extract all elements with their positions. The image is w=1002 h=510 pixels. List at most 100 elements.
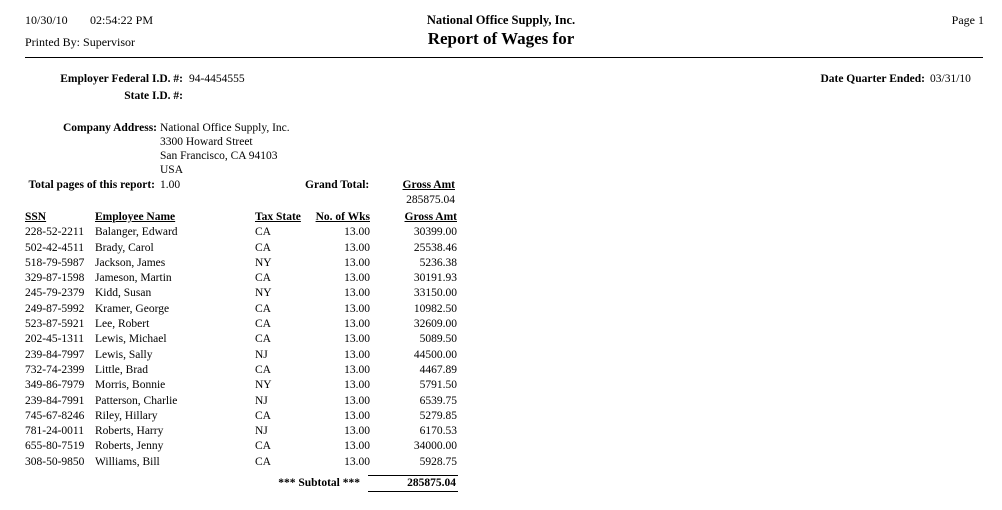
table-cell: CA — [255, 455, 271, 468]
table-cell: Balanger, Edward — [95, 226, 178, 239]
table-row: 781-24-0011 Roberts, Harry NJ 13.00 6170.53 — [25, 424, 457, 439]
table-cell: 13.00 — [344, 455, 370, 468]
table-cell: 13.00 — [344, 409, 370, 422]
date-quarter-ended-label: Date Quarter Ended: — [820, 73, 925, 85]
table-cell: 13.00 — [344, 287, 370, 300]
table-cell: 655-80-7519 — [25, 440, 85, 453]
table-cell: 518-79-5987 — [25, 256, 85, 269]
table-cell: CA — [255, 440, 271, 453]
table-cell: 13.00 — [344, 302, 370, 315]
table-cell: 13.00 — [344, 256, 370, 269]
table-row: 523-87-5921 Lee, Robert CA 13.00 32609.00 — [25, 317, 457, 332]
state-id-label: State I.D. #: — [124, 90, 183, 102]
table-cell: 13.00 — [344, 363, 370, 376]
table-row: 239-84-7997 Lewis, Sally NJ 13.00 44500.00 — [25, 348, 457, 363]
table-row: 202-45-1311 Lewis, Michael CA 13.00 5089.50 — [25, 332, 457, 347]
printed-by-label: Printed By: — [25, 35, 81, 49]
table-cell: 329-87-1598 — [25, 272, 85, 285]
wage-table: SSN Employee Name Tax State No. of Wks G… — [25, 210, 457, 470]
table-cell: Jackson, James — [95, 256, 166, 269]
address-line-2: 3300 Howard Street — [160, 136, 253, 148]
address-line-4: USA — [160, 164, 184, 176]
wage-table-head: SSN Employee Name Tax State No. of Wks G… — [25, 210, 457, 225]
table-cell: Kidd, Susan — [95, 287, 152, 300]
table-cell: 13.00 — [344, 379, 370, 392]
table-cell: CA — [255, 318, 271, 331]
table-cell: 5928.75 — [419, 455, 457, 468]
table-cell: NY — [255, 256, 272, 269]
grand-total-value: 285875.04 — [406, 194, 455, 206]
table-cell: 32609.00 — [413, 318, 457, 331]
grand-total-label: Grand Total: — [305, 179, 370, 191]
table-cell: 25538.46 — [413, 241, 457, 254]
table-cell: NJ — [255, 425, 268, 438]
table-cell: Roberts, Jenny — [95, 440, 164, 453]
table-cell: 732-74-2399 — [25, 363, 85, 376]
table-cell: 30399.00 — [413, 226, 457, 239]
table-cell: NY — [255, 379, 272, 392]
table-cell: 4467.89 — [419, 363, 457, 376]
table-cell: 44500.00 — [413, 348, 457, 361]
total-pages-label: Total pages of this report: — [28, 179, 156, 191]
col-header-employee: Employee Name — [95, 211, 176, 223]
table-row: 518-79-5987 Jackson, James NY 13.00 5236.38 — [25, 256, 457, 271]
table-row: 655-80-7519 Roberts, Jenny CA 13.00 34000.00 — [25, 439, 457, 454]
table-cell: 5089.50 — [419, 333, 457, 346]
table-cell: 5236.38 — [419, 256, 457, 269]
table-cell: Brady, Carol — [95, 241, 154, 254]
table-cell: 13.00 — [344, 272, 370, 285]
table-cell: 502-42-4511 — [25, 241, 84, 254]
table-cell: Williams, Bill — [95, 455, 160, 468]
table-cell: Lewis, Michael — [95, 333, 167, 346]
table-row: 239-84-7991 Patterson, Charlie NJ 13.00 6539… — [25, 394, 457, 409]
table-row: 228-52-2211 Balanger, Edward CA 13.00 30399.… — [25, 225, 457, 240]
table-cell: 6170.53 — [419, 425, 457, 438]
table-cell: Roberts, Harry — [95, 425, 164, 438]
table-cell: 13.00 — [344, 333, 370, 346]
table-header-row: SSN Employee Name Tax State No. of Wks G… — [25, 210, 457, 225]
table-cell: Jameson, Martin — [95, 272, 172, 285]
table-cell: Lee, Robert — [95, 318, 150, 331]
table-cell: 202-45-1311 — [25, 333, 84, 346]
print-time: 02:54:22 PM — [90, 13, 154, 27]
table-cell: CA — [255, 333, 271, 346]
table-cell: 745-67-8246 — [25, 409, 85, 422]
table-row: 329-87-1598 Jameson, Martin CA 13.00 30191.9… — [25, 271, 457, 286]
address-line-1: National Office Supply, Inc. — [160, 122, 290, 134]
table-cell: Little, Brad — [95, 363, 149, 376]
printed-by-line: Printed By: Supervisor — [25, 35, 135, 50]
gross-amt-header-label: Gross Amt — [402, 179, 456, 191]
address-line-3: San Francisco, CA 94103 — [160, 150, 278, 162]
table-cell: 13.00 — [344, 394, 370, 407]
table-cell: NY — [255, 287, 272, 300]
printed-by-value: Supervisor — [83, 35, 136, 49]
table-cell: CA — [255, 226, 271, 239]
employer-fed-id-label: Employer Federal I.D. #: — [60, 73, 183, 85]
table-row: 245-79-2379 Kidd, Susan NY 13.00 33150.00 — [25, 286, 457, 301]
table-row: 502-42-4511 Brady, Carol CA 13.00 25538.46 — [25, 241, 457, 256]
company-address-label: Company Address: — [62, 122, 157, 134]
table-cell: Lewis, Sally — [95, 348, 153, 361]
wage-table-body: 228-52-2211 Balanger, Edward CA 13.00 30399.… — [25, 225, 457, 470]
table-cell: CA — [255, 241, 271, 254]
table-cell: 6539.75 — [419, 394, 457, 407]
subtotal-label: *** Subtotal *** — [278, 477, 360, 489]
table-cell: 30191.93 — [413, 272, 457, 285]
table-cell: CA — [255, 363, 271, 376]
table-cell: 13.00 — [344, 425, 370, 438]
table-cell: 13.00 — [344, 318, 370, 331]
table-row: 732-74-2399 Little, Brad CA 13.00 4467.89 — [25, 363, 457, 378]
table-cell: 33150.00 — [413, 287, 457, 300]
table-cell: 34000.00 — [413, 440, 457, 453]
col-header-tax-state: Tax State — [255, 211, 301, 223]
table-cell: 13.00 — [344, 348, 370, 361]
table-cell: CA — [255, 409, 271, 422]
col-header-ssn: SSN — [25, 211, 47, 223]
table-cell: 239-84-7997 — [25, 348, 85, 361]
subtotal-value: 285875.04 — [368, 475, 458, 492]
table-cell: 349-86-7979 — [25, 379, 85, 392]
table-cell: Morris, Bonnie — [95, 379, 166, 392]
table-cell: NJ — [255, 394, 268, 407]
table-cell: NJ — [255, 348, 268, 361]
report-title: Report of Wages for — [427, 29, 575, 48]
